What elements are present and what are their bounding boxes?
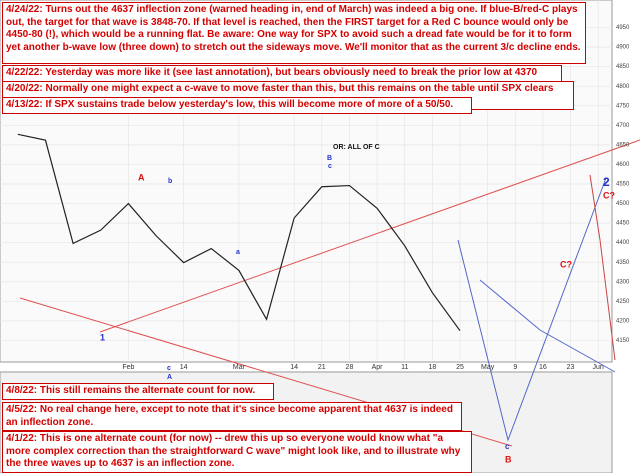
y-tick-label: 4700 (616, 123, 630, 129)
y-tick-label: 4400 (616, 240, 630, 246)
projection (589, 174, 616, 361)
x-tick-label: Jun (593, 364, 604, 371)
x-tick-label: 23 (567, 364, 575, 371)
annotation: 4/24/22: Turns out the 4637 inflection z… (2, 2, 586, 64)
wave-label: A (167, 374, 172, 381)
wave-label: c (167, 365, 171, 372)
wave-label: A (138, 172, 145, 182)
wave-label: c (505, 442, 510, 451)
x-tick-label: May (481, 364, 495, 371)
y-tick-label: 4450 (616, 221, 630, 227)
y-tick-label: 4300 (616, 279, 630, 285)
y-tick-label: 4750 (616, 103, 630, 109)
wave-label: b (168, 178, 172, 185)
y-tick-label: 4550 (616, 182, 630, 188)
wave-label: C? (603, 190, 615, 200)
y-tick-label: 4350 (616, 260, 630, 266)
x-tick-label: 14 (290, 364, 298, 371)
x-tick-label: 16 (539, 364, 547, 371)
x-tick-label: 14 (180, 364, 188, 371)
y-tick-label: 4850 (616, 64, 630, 70)
projection (457, 177, 607, 442)
y-tick-label: 4800 (616, 84, 630, 90)
y-tick-label: 4900 (616, 45, 630, 51)
y-tick-label: 4250 (616, 299, 630, 305)
wave-label: 1 (100, 332, 105, 342)
y-tick-label: 4600 (616, 162, 630, 168)
x-tick-label: 11 (401, 364, 408, 371)
annotation: 4/8/22: This still remains the alternate… (2, 383, 274, 400)
wave-label: C? (560, 259, 572, 269)
x-tick-label: 21 (318, 364, 326, 371)
x-tick-label: Feb (122, 364, 134, 371)
x-tick-label: 9 (513, 364, 517, 371)
x-tick-label: Apr (372, 364, 384, 371)
x-tick-label: 18 (428, 364, 436, 371)
x-tick-label: 28 (346, 364, 354, 371)
y-tick-label: 4200 (616, 318, 630, 324)
annotation: 4/5/22: No real change here, except to n… (2, 402, 462, 431)
y-tick-label: 4150 (616, 338, 630, 344)
y-tick-label: 4500 (616, 201, 630, 207)
plot (17, 133, 461, 332)
x-tick-label: Mar (233, 364, 246, 371)
trendline (99, 139, 640, 333)
y-tick-label: 4650 (616, 142, 630, 148)
wave-label: B (505, 454, 512, 464)
projection (479, 279, 616, 373)
wave-label: a (236, 249, 240, 256)
wave-label: 2 (603, 175, 610, 189)
wave-label: B (327, 155, 332, 162)
price-line (17, 133, 461, 332)
wave-label: c (328, 163, 332, 170)
y-tick-label: 4950 (616, 25, 630, 31)
wave-label: OR: ALL OF C (333, 144, 380, 151)
x-tick-label: 25 (456, 364, 464, 371)
annotation: 4/13/22: If SPX sustains trade below yes… (2, 97, 472, 114)
annotation: 4/1/22: This is one alternate count (for… (2, 431, 472, 473)
